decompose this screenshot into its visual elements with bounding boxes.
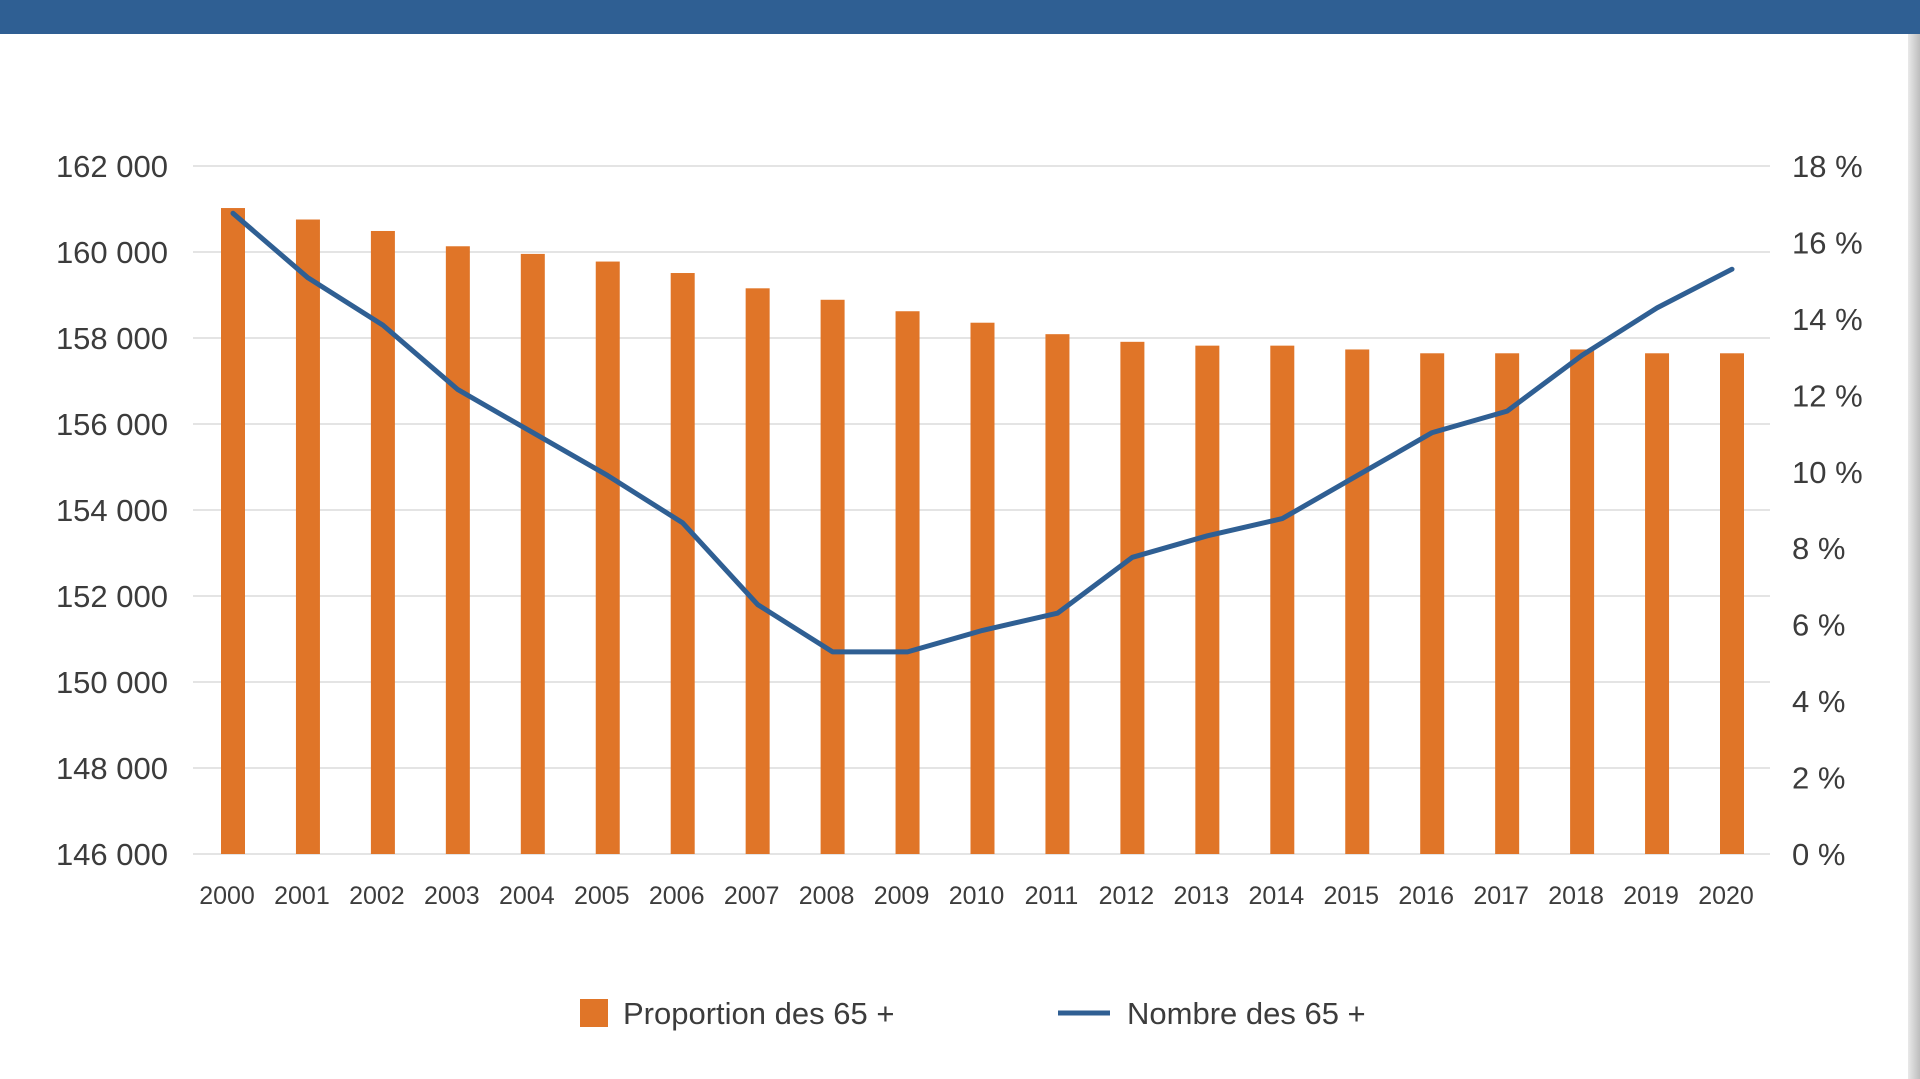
x-tick-label-2006: 2006	[649, 882, 705, 910]
bar-2007	[745, 288, 770, 854]
legend-label-proportion: Proportion des 65 +	[623, 996, 894, 1031]
x-tick-label-2017: 2017	[1473, 882, 1529, 910]
bar-2014	[1270, 345, 1295, 854]
x-tick-label-2016: 2016	[1398, 882, 1454, 910]
left-tick-label: 160 000	[56, 235, 168, 270]
x-tick-label-2020: 2020	[1698, 882, 1754, 910]
right-tick-label: 18 %	[1792, 149, 1863, 184]
bar-2011	[1045, 334, 1070, 855]
x-tick-label-2012: 2012	[1099, 882, 1155, 910]
bar-2018	[1570, 349, 1595, 854]
bar-2019	[1645, 353, 1670, 854]
left-tick-label: 146 000	[56, 837, 168, 872]
bar-2009	[895, 311, 920, 854]
x-tick-label-2009: 2009	[874, 882, 930, 910]
x-tick-label-2019: 2019	[1623, 882, 1679, 910]
x-axis: 2000 2001 2002 2003 2004 2005 2006 2007 2008 2009…	[199, 882, 1754, 910]
x-tick-label-2011: 2011	[1025, 882, 1079, 910]
bar-2008	[820, 299, 845, 854]
bar-2006	[670, 273, 695, 854]
right-tick-label: 16 %	[1792, 225, 1863, 260]
left-tick-label: 158 000	[56, 321, 168, 356]
left-tick-label: 152 000	[56, 579, 168, 614]
page-edge	[1908, 34, 1920, 1079]
x-tick-label-2013: 2013	[1174, 882, 1230, 910]
right-tick-label: 4 %	[1792, 684, 1845, 719]
line-series	[230, 210, 1735, 655]
x-tick-label-2005: 2005	[574, 882, 630, 910]
bar-2012	[1120, 341, 1145, 854]
x-tick-label-2004: 2004	[499, 882, 555, 910]
right-tick-label: 14 %	[1792, 302, 1863, 337]
right-tick-label: 0 %	[1792, 837, 1845, 872]
left-tick-label: 150 000	[56, 665, 168, 700]
left-tick-label: 148 000	[56, 751, 168, 786]
right-tick-label: 12 %	[1792, 378, 1863, 413]
legend-swatch-proportion	[580, 999, 608, 1027]
x-tick-label-2015: 2015	[1323, 882, 1379, 910]
x-tick-label-2000: 2000	[199, 882, 255, 910]
legend-label-nombre: Nombre des 65 +	[1127, 996, 1366, 1031]
right-tick-label: 2 %	[1792, 761, 1845, 796]
bar-2020	[1720, 353, 1744, 854]
bar-2004	[520, 253, 545, 854]
bar-2003	[445, 246, 470, 854]
x-tick-label-2018: 2018	[1548, 882, 1604, 910]
right-y-axis: 0 % 2 % 4 % 6 % 8 % 10 % 12 % 14 % 16 % 18 %	[1792, 149, 1863, 872]
x-tick-label-2007: 2007	[724, 882, 780, 910]
left-y-axis: 146 000 148 000 150 000 152 000 154 000 156 0…	[56, 149, 168, 872]
x-tick-label-2008: 2008	[799, 882, 855, 910]
bar-2015	[1345, 349, 1370, 854]
x-tick-label-2014: 2014	[1248, 882, 1304, 910]
left-tick-label: 156 000	[56, 407, 168, 442]
bar-2005	[595, 261, 620, 854]
legend: Proportion des 65 + Nombre des 65 +	[580, 996, 1366, 1031]
header-band	[0, 0, 1920, 34]
x-tick-label-2002: 2002	[349, 882, 405, 910]
bar-series	[221, 208, 1744, 855]
left-tick-label: 162 000	[56, 149, 168, 184]
left-tick-label: 154 000	[56, 493, 168, 528]
right-tick-label: 10 %	[1792, 455, 1863, 490]
bar-2013	[1195, 345, 1220, 854]
bar-2017	[1495, 353, 1520, 854]
right-tick-label: 6 %	[1792, 608, 1845, 643]
right-tick-label: 8 %	[1792, 531, 1845, 566]
x-tick-label-2010: 2010	[949, 882, 1005, 910]
bar-2010	[970, 322, 995, 854]
x-tick-label-2003: 2003	[424, 882, 480, 910]
bar-2000	[221, 208, 245, 855]
x-tick-label-2001: 2001	[274, 882, 330, 910]
bar-2001	[295, 219, 320, 854]
